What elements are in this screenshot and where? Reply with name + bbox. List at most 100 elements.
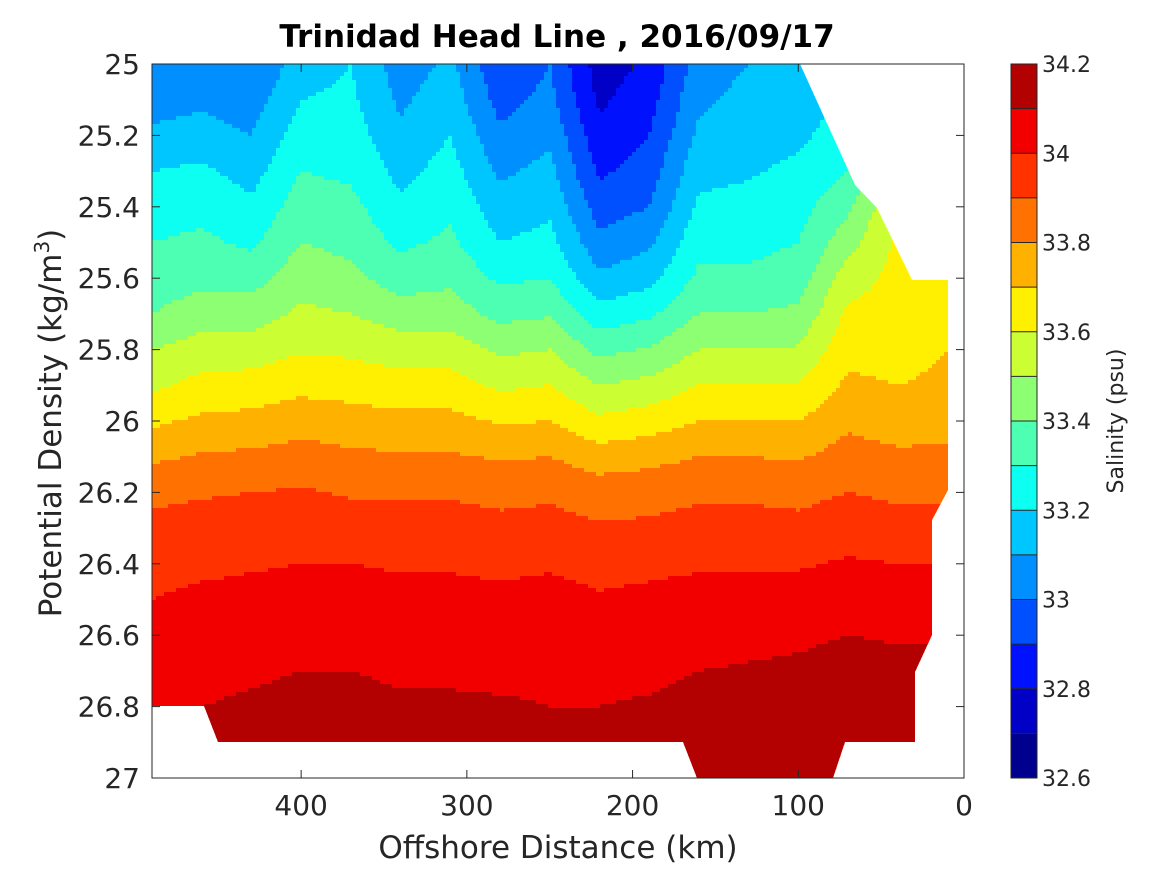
contour-cell bbox=[600, 100, 605, 105]
contour-cell bbox=[180, 92, 185, 97]
contour-cell bbox=[796, 116, 801, 121]
contour-cell bbox=[408, 160, 413, 165]
contour-cell bbox=[448, 124, 453, 129]
contour-cell bbox=[628, 136, 633, 141]
contour-cell bbox=[820, 124, 825, 129]
contour-cell bbox=[532, 160, 537, 165]
contour-cell bbox=[212, 136, 217, 141]
contour-cell bbox=[700, 128, 705, 133]
contour-cell bbox=[668, 148, 673, 153]
contour-cell bbox=[928, 68, 933, 73]
contour-cell bbox=[832, 100, 837, 105]
contour-cell bbox=[360, 104, 365, 109]
contour-cell bbox=[416, 156, 421, 161]
contour-cell bbox=[904, 64, 909, 69]
contour-cell bbox=[396, 124, 401, 129]
contour-cell bbox=[300, 92, 305, 97]
contour-cell bbox=[432, 92, 437, 97]
contour-cell bbox=[640, 72, 645, 77]
contour-cell bbox=[576, 72, 581, 77]
contour-cell bbox=[324, 64, 329, 69]
contour-cell bbox=[172, 128, 177, 133]
contour-cell bbox=[196, 144, 201, 149]
contour-cell bbox=[236, 140, 241, 145]
contour-cell bbox=[212, 120, 217, 125]
contour-cell bbox=[844, 128, 849, 133]
contour-cell bbox=[688, 140, 693, 145]
contour-cell bbox=[528, 156, 533, 161]
contour-cell bbox=[700, 80, 705, 85]
contour-cell bbox=[524, 140, 529, 145]
contour-cell bbox=[700, 64, 705, 69]
contour-cell bbox=[452, 76, 457, 81]
contour-cell bbox=[224, 72, 229, 77]
contour-cell bbox=[944, 136, 949, 141]
contour-cell bbox=[404, 152, 409, 157]
contour-cell bbox=[408, 72, 413, 77]
contour-cell bbox=[752, 96, 757, 101]
contour-cell bbox=[936, 120, 941, 125]
contour-cell bbox=[600, 136, 605, 141]
contour-cell bbox=[764, 128, 769, 133]
contour-cell bbox=[168, 64, 173, 69]
contour-cell bbox=[940, 68, 945, 73]
contour-cell bbox=[928, 116, 933, 121]
contour-cell bbox=[840, 156, 845, 161]
contour-cell bbox=[412, 88, 417, 93]
contour-cell bbox=[420, 128, 425, 133]
contour-cell bbox=[320, 160, 325, 165]
contour-cell bbox=[944, 112, 949, 117]
contour-cell bbox=[380, 96, 385, 101]
contour-cell bbox=[772, 100, 777, 105]
contour-cell bbox=[392, 144, 397, 149]
contour-cell bbox=[676, 136, 681, 141]
contour-cell bbox=[592, 84, 597, 89]
contour-cell bbox=[472, 104, 477, 109]
contour-cell bbox=[644, 116, 649, 121]
contour-cell bbox=[500, 80, 505, 85]
contour-cell bbox=[932, 92, 937, 97]
contour-cell bbox=[724, 132, 729, 137]
contour-cell bbox=[768, 92, 773, 97]
contour-cell bbox=[336, 136, 341, 141]
contour-cell bbox=[492, 128, 497, 133]
contour-cell bbox=[812, 64, 817, 69]
contour-cell bbox=[516, 84, 521, 89]
contour-cell bbox=[824, 120, 829, 125]
contour-cell bbox=[752, 148, 757, 153]
contour-cell bbox=[656, 92, 661, 97]
contour-cell bbox=[360, 96, 365, 101]
contour-cell bbox=[572, 152, 577, 157]
contour-cell bbox=[928, 128, 933, 133]
contour-cell bbox=[764, 76, 769, 81]
contour-cell bbox=[780, 96, 785, 101]
contour-cell bbox=[316, 140, 321, 145]
contour-cell bbox=[496, 116, 501, 121]
contour-cell bbox=[388, 96, 393, 101]
contour-cell bbox=[192, 92, 197, 97]
contour-cell bbox=[296, 140, 301, 145]
contour-cell bbox=[280, 84, 285, 89]
contour-cell bbox=[740, 92, 745, 97]
contour-cell bbox=[364, 92, 369, 97]
contour-cell bbox=[368, 112, 373, 117]
contour-cell bbox=[780, 152, 785, 157]
contour-cell bbox=[404, 76, 409, 81]
contour-cell bbox=[500, 132, 505, 137]
contour-cell bbox=[476, 84, 481, 89]
contour-cell bbox=[948, 76, 953, 81]
contour-cell bbox=[712, 100, 717, 105]
contour-cell bbox=[820, 96, 825, 101]
contour-cell bbox=[452, 136, 457, 141]
contour-cell bbox=[588, 92, 593, 97]
contour-cell bbox=[496, 132, 501, 137]
contour-cell bbox=[580, 104, 585, 109]
contour-cell bbox=[880, 96, 885, 101]
contour-cell bbox=[568, 64, 573, 69]
contour-cell bbox=[540, 108, 545, 113]
contour-cell bbox=[424, 136, 429, 141]
contour-cell bbox=[320, 100, 325, 105]
contour-cell bbox=[440, 68, 445, 73]
contour-cell bbox=[292, 116, 297, 121]
contour-cell bbox=[320, 96, 325, 101]
